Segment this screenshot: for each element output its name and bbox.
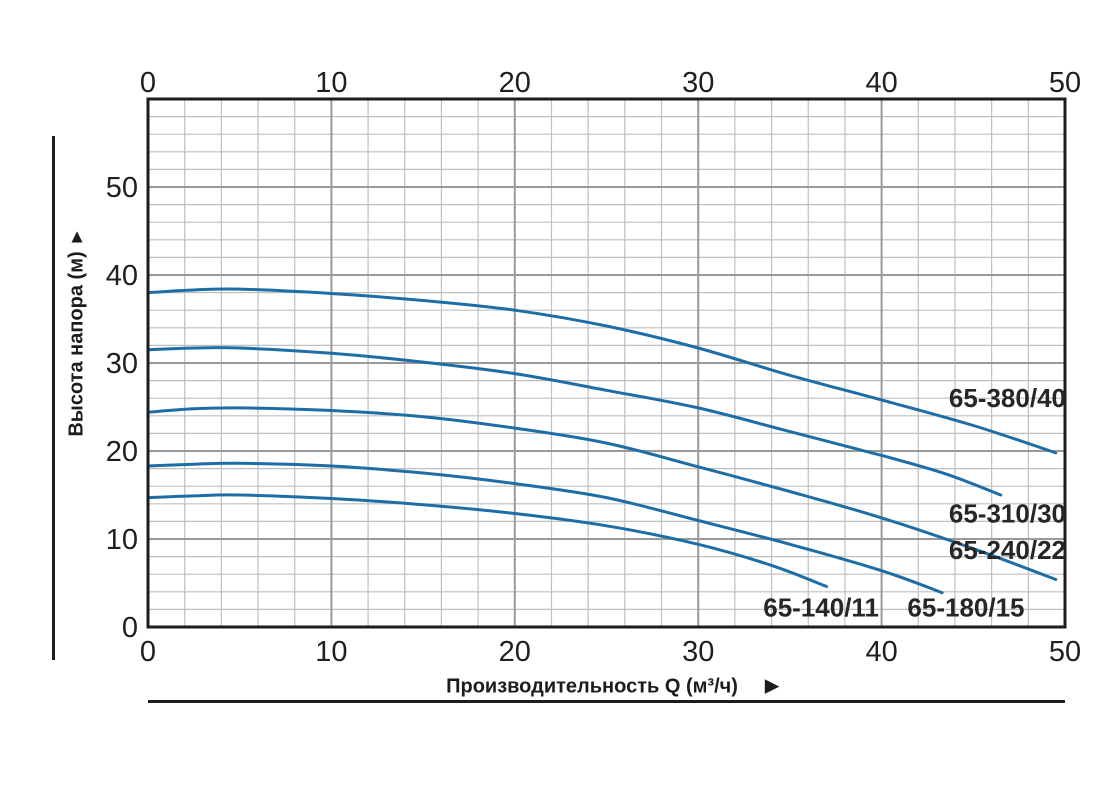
x-tick-label-bottom: 30 bbox=[682, 636, 714, 668]
x-tick-label-top: 50 bbox=[1049, 67, 1081, 99]
x-tick-label-bottom: 10 bbox=[315, 636, 347, 668]
y-tick-label: 30 bbox=[106, 348, 138, 380]
y-axis-decorative-line bbox=[52, 136, 55, 660]
curve-65-240-22 bbox=[146, 406, 1058, 581]
y-axis-title: Высота напора (м) bbox=[65, 251, 88, 437]
y-tick-label: 10 bbox=[106, 524, 138, 556]
x-axis-title: Производительность Q (м³/ч) bbox=[446, 675, 738, 698]
curve-65-140-11 bbox=[146, 493, 829, 588]
x-tick-label-top: 30 bbox=[682, 67, 714, 99]
x-tick-label-top: 20 bbox=[499, 67, 531, 99]
x-axis-decorative-line bbox=[148, 700, 1065, 703]
y-tick-label: 40 bbox=[106, 260, 138, 292]
curve-65-180-15 bbox=[146, 461, 944, 595]
x-tick-label-bottom: 0 bbox=[140, 636, 156, 668]
x-tick-label-bottom: 40 bbox=[865, 636, 897, 668]
x-tick-label-bottom: 50 bbox=[1049, 636, 1081, 668]
x-tick-label-bottom: 20 bbox=[499, 636, 531, 668]
curve-label-65-380-40: 65-380/40 bbox=[949, 383, 1066, 413]
curve-65-380-40 bbox=[146, 287, 1058, 455]
curve-label-65-180-15: 65-180/15 bbox=[907, 593, 1024, 623]
y-tick-label: 0 bbox=[122, 612, 138, 644]
y-tick-label: 20 bbox=[106, 436, 138, 468]
x-tick-label-top: 10 bbox=[315, 67, 347, 99]
x-tick-label-top: 40 bbox=[865, 67, 897, 99]
plot-border bbox=[146, 97, 1067, 629]
curve-label-65-240-22: 65-240/22 bbox=[949, 535, 1066, 565]
x-axis-arrow-right-icon: ▶ bbox=[764, 675, 780, 697]
curve-label-65-310-30: 65-310/30 bbox=[949, 498, 1066, 528]
curve-65-310-30 bbox=[146, 346, 1003, 497]
y-axis-arrow-up-icon: ▲ bbox=[67, 226, 87, 248]
y-tick-label: 50 bbox=[106, 172, 138, 204]
x-tick-label-top: 0 bbox=[140, 67, 156, 99]
curve-label-65-140-11: 65-140/11 bbox=[763, 593, 879, 623]
